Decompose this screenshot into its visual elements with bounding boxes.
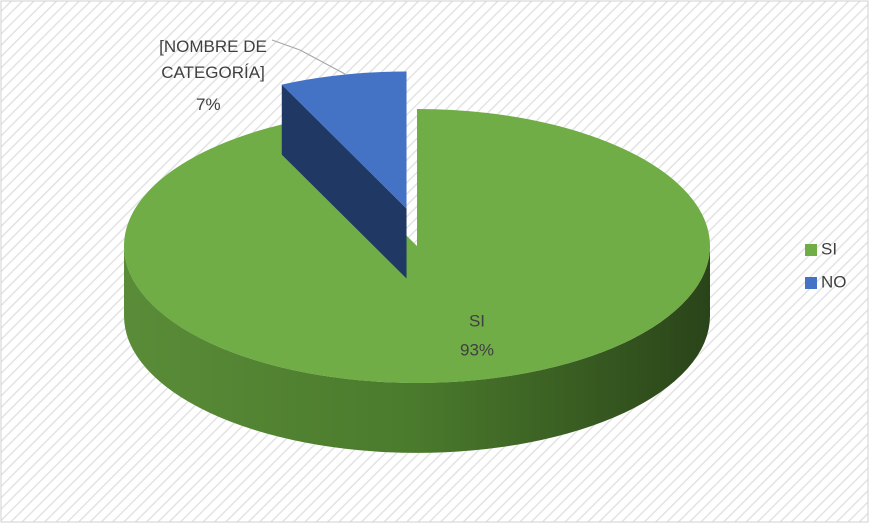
data-label-name: [NOMBRE DE CATEGORÍA]	[159, 37, 267, 82]
legend-swatch	[805, 277, 817, 289]
leader-line	[271, 39, 301, 51]
slice	[123, 109, 711, 383]
data-label-value: 93%	[460, 340, 494, 359]
legend: SI NO	[805, 239, 847, 291]
data-label-value: 7%	[196, 95, 221, 114]
data-label-name: SI	[469, 311, 485, 330]
pie: SI 93%	[123, 71, 711, 453]
legend-label: SI	[821, 239, 837, 258]
legend-swatch	[805, 244, 817, 256]
slice-side	[124, 246, 710, 453]
leader-line	[299, 49, 346, 75]
slice	[281, 71, 407, 209]
slice-cut-face	[281, 84, 407, 279]
legend-label: NO	[821, 272, 847, 291]
